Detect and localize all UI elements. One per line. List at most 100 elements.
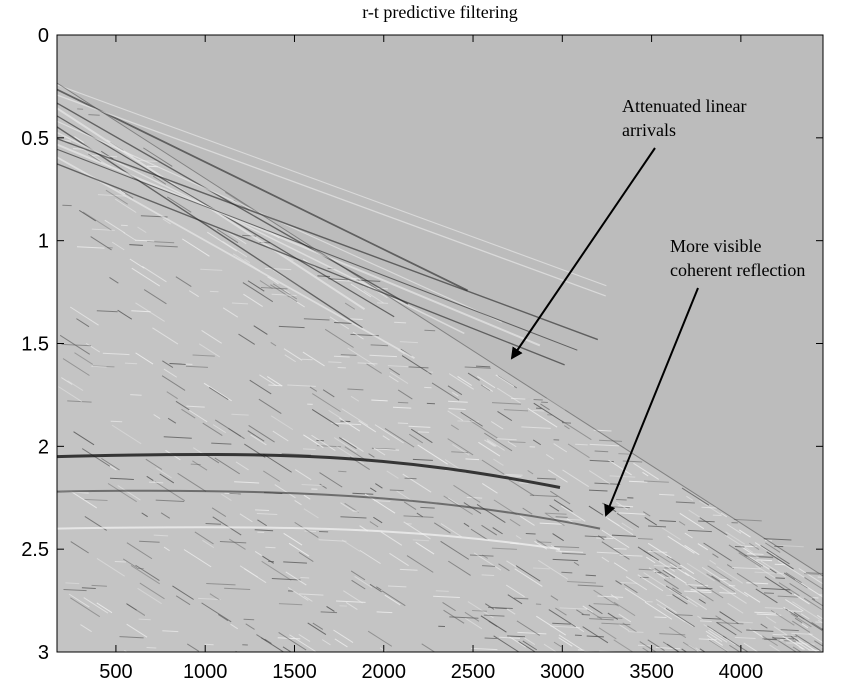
texture [96,310,118,313]
texture [416,512,424,518]
texture [302,351,325,367]
texture [159,473,175,484]
texture [373,448,400,451]
texture [256,512,278,516]
texture [821,628,823,631]
texture [91,584,107,587]
texture [792,620,811,633]
texture [177,472,207,492]
texture [584,535,607,538]
texture [607,518,634,536]
texture [62,358,90,376]
texture [794,578,823,598]
texture [589,618,614,621]
texture [588,470,611,485]
texture [100,150,114,160]
texture [287,384,316,387]
texture [696,587,713,590]
texture [298,551,314,562]
texture [637,546,660,561]
texture [539,522,563,525]
texture [643,572,672,591]
texture [666,594,680,597]
texture [644,516,658,526]
texture [109,465,117,471]
texture [719,585,747,604]
texture [238,333,256,345]
texture [229,492,241,495]
texture [716,622,744,625]
texture [57,84,607,287]
texture [212,424,227,434]
annotation: Attenuated linear arrivals [510,96,746,360]
texture [464,366,491,369]
texture [67,400,92,403]
texture [209,593,220,601]
texture [666,555,681,566]
texture [544,512,567,515]
texture [586,635,604,638]
texture [760,623,768,629]
texture [738,529,751,538]
texture [207,231,237,252]
texture [311,434,336,451]
texture [340,516,367,519]
texture [473,552,502,571]
texture [203,382,232,402]
texture [668,626,687,639]
texture [685,584,709,587]
texture [550,490,571,505]
texture [380,531,403,546]
texture [774,563,786,566]
x-tick-label: 2500 [451,661,496,683]
texture [131,310,151,313]
texture [206,582,236,586]
texture [347,388,364,391]
texture [319,472,343,488]
texture [117,309,133,320]
texture [726,523,742,534]
texture [384,594,401,606]
texture [553,641,562,648]
texture [304,530,317,533]
texture [795,634,821,652]
annotation: More visible coherent reflection [604,236,805,517]
texture [493,458,504,466]
texture [765,616,777,624]
texture [418,431,430,433]
texture [301,358,313,361]
texture [597,616,623,619]
texture [83,597,109,614]
texture [659,493,675,496]
texture [493,635,520,652]
texture [663,579,679,590]
texture [665,607,695,628]
texture [341,539,361,552]
texture [70,490,97,509]
texture [101,457,120,471]
texture [433,595,460,599]
texture [785,599,804,612]
texture [117,485,141,501]
texture [703,542,732,562]
texture [124,362,138,365]
texture [107,482,137,503]
texture [70,541,89,554]
texture [311,408,340,427]
texture [692,589,706,598]
texture [139,582,165,600]
texture [496,438,517,441]
texture [663,607,694,628]
texture [57,143,541,347]
texture [507,441,517,448]
texture [513,597,529,600]
annotation-text: coherent reflection [670,260,805,280]
texture [801,623,809,629]
texture [740,545,758,558]
texture [270,415,294,431]
y-tick-label: 2 [38,436,49,458]
texture [373,447,386,456]
texture [198,597,221,601]
texture [464,617,483,630]
texture [67,380,84,391]
